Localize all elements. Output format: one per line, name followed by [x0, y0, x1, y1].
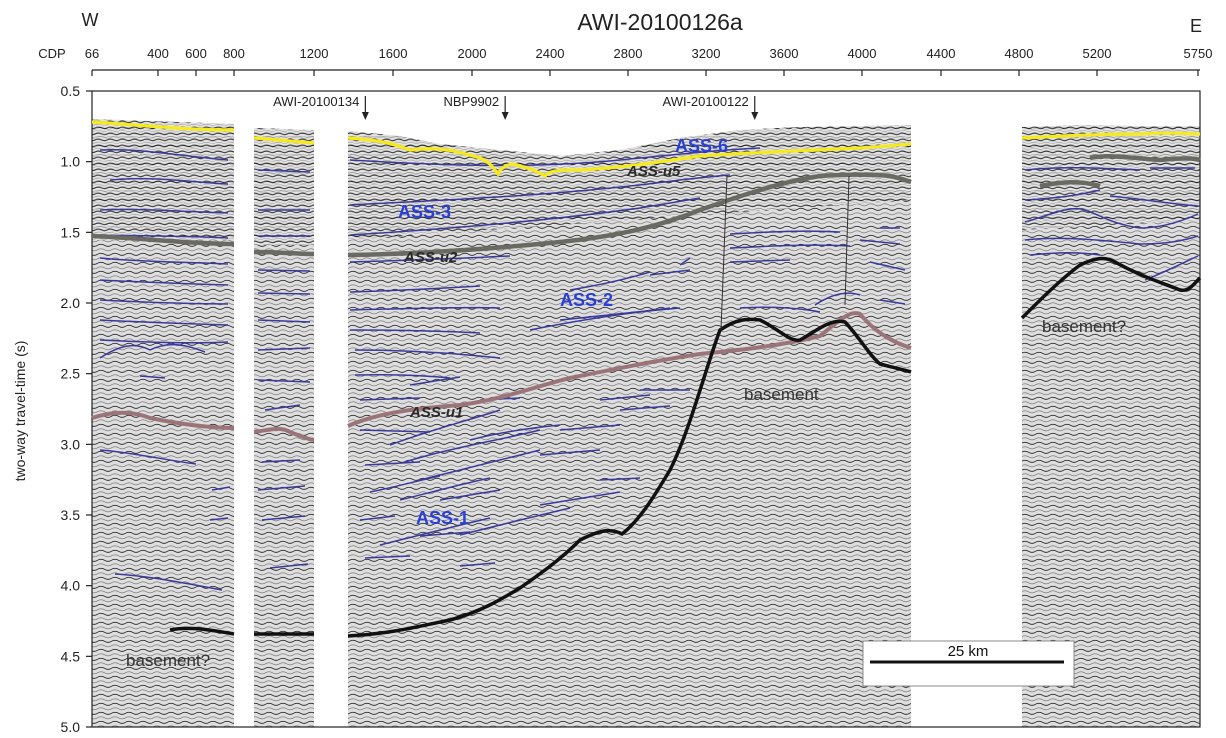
- label-ass-2: ASS-2: [560, 290, 613, 310]
- cdp-tick-label: 3200: [692, 46, 721, 61]
- figure-title: AWI-20100126a: [577, 9, 743, 35]
- twt-tick-label: 3.0: [61, 436, 81, 452]
- scale-bar-label: 25 km: [948, 643, 989, 660]
- basement-horizon: [169, 626, 235, 636]
- cdp-tick-label: 66: [85, 46, 99, 61]
- east-label: E: [1190, 16, 1202, 36]
- cdp-tick-label: 4800: [1005, 46, 1034, 61]
- horizons: [91, 120, 1202, 638]
- crossing-arrow-head: [361, 112, 369, 120]
- label-basement-west: basement?: [126, 651, 210, 670]
- cdp-tick-label: 5750: [1184, 46, 1213, 61]
- twt-tick-label: 1.5: [61, 224, 81, 240]
- seismic-panels: [92, 91, 1200, 727]
- west-label: W: [82, 10, 99, 30]
- basement-labels: basement? basement basement?: [126, 317, 1126, 670]
- twt-tick-label: 1.0: [61, 154, 81, 170]
- cdp-tick-label: 2400: [536, 46, 565, 61]
- twt-tick-label: 5.0: [61, 719, 81, 735]
- cdp-tick-label: 800: [223, 46, 245, 61]
- cdp-tick-label: 5200: [1083, 46, 1112, 61]
- label-ass-u2: ASS-u2: [403, 249, 458, 266]
- seismic-panel-3: [348, 125, 911, 727]
- label-ass-6: ASS-6: [675, 136, 728, 156]
- twt-axis-label: two-way travel-time (s): [12, 341, 28, 482]
- unconformity-labels: ASS-u5 ASS-u2 ASS-u1: [403, 163, 681, 421]
- reflectors: [99, 147, 1199, 591]
- crossing-arrow-head: [751, 112, 759, 120]
- label-basement-east: basement?: [1042, 317, 1126, 336]
- twt-axis: two-way travel-time (s) 0.5 1.0 1.5 2.0 2.5 3…: [12, 83, 92, 735]
- seafloor-horizon: [91, 120, 235, 132]
- label-ass-3: ASS-3: [398, 202, 451, 222]
- crossing-markers: AWI-20100134 NBP9902 AWI-20100122: [273, 94, 759, 120]
- cdp-tick-label: 600: [185, 46, 207, 61]
- cdp-tick-label: 2800: [614, 46, 643, 61]
- crossing-label: AWI-20100122: [663, 94, 749, 109]
- unit-labels: ASS-6 ASS-3 ASS-2 ASS-1: [398, 136, 728, 528]
- twt-tick-label: 0.5: [61, 83, 81, 99]
- cdp-tick-label: 1600: [379, 46, 408, 61]
- cdp-axis-label: CDP: [38, 46, 65, 61]
- cdp-axis: CDP 66 400 600 800 1200 1600 2000 2400 2800 3200 3…: [38, 46, 1212, 76]
- cdp-tick-label: 3600: [770, 46, 799, 61]
- crossing-arrow-head: [501, 112, 509, 120]
- scale-bar: 25 km: [862, 640, 1075, 687]
- twt-tick-label: 4.0: [61, 578, 81, 594]
- label-basement-center: basement: [744, 385, 819, 404]
- cdp-tick-label: 4400: [927, 46, 956, 61]
- cdp-tick-label: 1200: [300, 46, 329, 61]
- twt-tick-label: 2.5: [61, 366, 81, 382]
- crossing-label: NBP9902: [443, 94, 499, 109]
- cdp-tick-label: 4000: [848, 46, 877, 61]
- label-ass-u5: ASS-u5: [626, 163, 681, 180]
- cdp-tick-label: 2000: [458, 46, 487, 61]
- u1-horizon: [91, 410, 235, 430]
- label-ass-1: ASS-1: [416, 508, 469, 528]
- u2-horizon: [91, 233, 235, 247]
- twt-tick-label: 3.5: [61, 507, 81, 523]
- plot-frame: [91, 90, 1201, 728]
- twt-tick-label: 4.5: [61, 648, 81, 664]
- label-ass-u1: ASS-u1: [409, 404, 463, 421]
- crossing-label: AWI-20100134: [273, 94, 359, 109]
- twt-tick-label: 2.0: [61, 295, 81, 311]
- u5-horizon: [1089, 154, 1201, 163]
- cdp-tick-label: 400: [147, 46, 169, 61]
